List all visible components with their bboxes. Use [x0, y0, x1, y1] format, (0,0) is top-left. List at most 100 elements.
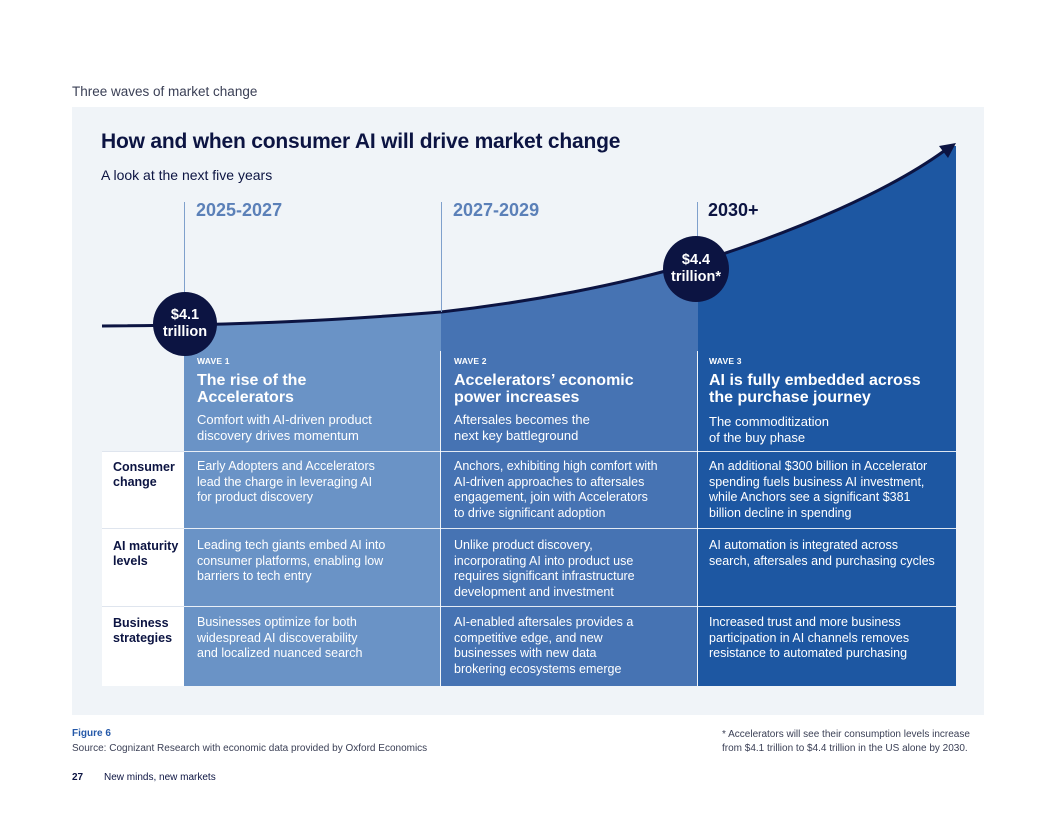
curve-arrowhead — [939, 143, 956, 158]
value-marker-2030: $4.4 trillion* — [663, 236, 729, 302]
cell-line: Unlike product discovery, — [454, 538, 593, 552]
footnote-line: * Accelerators will see their consumptio… — [722, 729, 970, 740]
cell-line: for product discovery — [197, 490, 314, 504]
row-labels-column — [102, 451, 184, 686]
footnote: * Accelerators will see their consumptio… — [722, 728, 987, 756]
row-label-line: AI maturity — [113, 539, 179, 553]
page-number: 27 — [72, 772, 84, 783]
row-label-line: Consumer — [113, 460, 175, 474]
cell-business-strategies-wave-2: AI-enabled aftersales provides a competi… — [454, 615, 633, 677]
cell-line: barriers to tech entry — [197, 569, 312, 583]
footnote-line: from $4.1 trillion to $4.4 trillion in t… — [722, 743, 968, 754]
cell-line: requires significant infrastructure — [454, 569, 635, 583]
wave-3-column — [698, 350, 956, 686]
curve-fill-wave-2 — [441, 262, 698, 351]
row-divider — [102, 451, 184, 452]
figure-title: How and when consumer AI will drive mark… — [101, 130, 621, 153]
cell-line: brokering ecosystems emerge — [454, 661, 622, 676]
cell-line: AI-driven approaches to aftersales — [454, 474, 645, 489]
wave-1-description: Comfort with AI-driven product discovery… — [197, 412, 372, 444]
figure-subtitle: A look at the next five years — [101, 167, 273, 183]
wave-title-line: the purchase journey — [709, 389, 871, 406]
row-label-line: change — [113, 475, 157, 489]
row-divider — [102, 528, 956, 529]
wave-title-line: Accelerators — [197, 389, 294, 406]
wave-3-description: The commoditization of the buy phase — [709, 414, 829, 446]
row-divider — [102, 528, 184, 529]
figure-source: Source: Cognizant Research with economic… — [72, 743, 428, 754]
cell-line: spending fuels business AI investment, — [709, 474, 925, 489]
cell-business-strategies-wave-3: Increased trust and more business partic… — [709, 615, 909, 662]
wave-1-column — [184, 350, 440, 686]
cell-business-strategies-wave-1: Businesses optimize for both widespread … — [197, 615, 362, 662]
period-divider-3 — [697, 202, 698, 252]
row-label-line: levels — [113, 554, 148, 568]
cell-line: billion decline in spending — [709, 505, 852, 520]
publication-title: New minds, new markets — [104, 772, 216, 783]
cell-line: engagement, join with Accelerators — [454, 490, 648, 504]
cell-line: businesses with new data — [454, 646, 597, 660]
wave-desc-line: Aftersales becomes the — [454, 412, 590, 427]
wave-title-line: The rise of the — [197, 372, 307, 389]
cell-ai-maturity-wave-3: AI automation is integrated across searc… — [709, 538, 935, 569]
cell-consumer-change-wave-3: An additional $300 billion in Accelerato… — [709, 459, 927, 521]
cell-line: competitive edge, and new — [454, 630, 603, 645]
wave-3-title: AI is fully embedded across the purchase… — [709, 372, 921, 406]
wave-desc-line: next key battleground — [454, 428, 579, 443]
wave-title-line: AI is fully embedded across — [709, 372, 921, 389]
cell-line: to drive significant adoption — [454, 505, 606, 520]
wave-1-tag: WAVE 1 — [197, 356, 230, 366]
period-label-1: 2025-2027 — [196, 200, 283, 220]
cell-line: development and investment — [454, 584, 614, 599]
period-divider-1 — [184, 202, 185, 326]
cell-line: incorporating AI into product use — [454, 553, 634, 568]
period-divider-2 — [441, 202, 442, 312]
row-divider — [102, 606, 184, 607]
section-label: Three waves of market change — [72, 84, 258, 99]
value-marker-amount: $4.1 — [170, 307, 200, 323]
row-label-business-strategies: Business strategies — [113, 616, 172, 646]
wave-desc-line: of the buy phase — [709, 430, 806, 445]
row-divider — [102, 606, 956, 607]
wave-2-description: Aftersales becomes the next key battlegr… — [454, 412, 590, 444]
row-label-line: strategies — [113, 631, 173, 645]
cell-line: widespread AI discoverability — [197, 630, 358, 645]
wave-desc-line: discovery drives momentum — [197, 428, 359, 443]
cell-line: resistance to automated purchasing — [709, 646, 908, 660]
cell-line: while Anchors see a significant $381 — [709, 490, 911, 504]
cell-line: consumer platforms, enabling low — [197, 553, 384, 568]
cell-consumer-change-wave-1: Early Adopters and Accelerators lead the… — [197, 459, 375, 506]
wave-title-line: power increases — [454, 389, 580, 406]
cell-consumer-change-wave-2: Anchors, exhibiting high comfort with AI… — [454, 459, 658, 521]
wave-2-column — [441, 350, 697, 686]
cell-line: lead the charge in leveraging AI — [197, 474, 373, 489]
row-label-consumer-change: Consumer change — [113, 460, 175, 490]
cell-line: and localized nuanced search — [197, 646, 363, 660]
curve-line — [101, 149, 945, 328]
row-divider — [102, 451, 956, 452]
row-label-line: Business — [113, 616, 169, 630]
curve-fill-wave-1 — [184, 312, 441, 351]
row-label-ai-maturity: AI maturity levels — [113, 539, 178, 569]
cell-ai-maturity-wave-1: Leading tech giants embed AI into consum… — [197, 538, 385, 585]
wave-1-title: The rise of the Accelerators — [197, 372, 306, 406]
cell-line: Leading tech giants embed AI into — [197, 538, 386, 552]
period-label-2: 2027-2029 — [453, 200, 540, 220]
value-marker-unit: trillion* — [671, 269, 721, 285]
wave-2-tag: WAVE 2 — [454, 356, 487, 366]
wave-desc-line: Comfort with AI-driven product — [197, 412, 372, 427]
value-marker-amount: $4.4 — [681, 252, 711, 268]
figure-number: Figure 6 — [72, 728, 111, 739]
cell-line: Early Adopters and Accelerators — [197, 459, 375, 473]
wave-3-tag: WAVE 3 — [709, 356, 742, 366]
cell-line: search, aftersales and purchasing cycles — [709, 553, 935, 568]
cell-line: Businesses optimize for both — [197, 615, 357, 629]
period-label-3: 2030+ — [708, 200, 759, 220]
cell-line: participation in AI channels removes — [709, 630, 910, 645]
wave-desc-line: The commoditization — [709, 414, 829, 429]
value-marker-2025: $4.1 trillion — [153, 292, 217, 356]
wave-title-line: Accelerators’ economic — [454, 372, 634, 389]
cell-line: Anchors, exhibiting high comfort with — [454, 459, 658, 473]
curve-fill-wave-3 — [698, 146, 956, 351]
